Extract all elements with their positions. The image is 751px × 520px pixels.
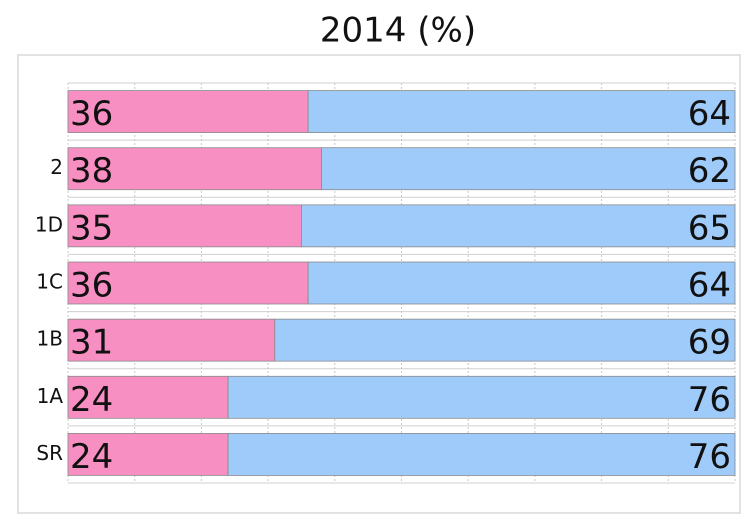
bar-segment (67, 261, 309, 305)
y-tick-label: 2 (50, 155, 63, 179)
y-tick-label: 1C (36, 270, 63, 294)
bar-segment (307, 90, 736, 133)
bar-segment (67, 90, 309, 133)
data-label: 65 (688, 208, 731, 248)
y-tick-label: 1B (37, 327, 63, 351)
bar-segment (307, 261, 736, 305)
bar-segment (301, 204, 736, 248)
data-label: 64 (688, 94, 731, 134)
chart-title: 2014 (%) (320, 11, 476, 51)
data-label: 36 (70, 266, 113, 306)
y-tick-label: 1D (35, 212, 63, 236)
bar-segment (321, 147, 736, 191)
bar-segment (227, 375, 736, 419)
chart-frame (17, 54, 741, 514)
bar-segment (227, 433, 736, 476)
data-label: 64 (688, 266, 731, 306)
bar-segment (67, 318, 276, 362)
data-label: 76 (688, 380, 731, 420)
data-label: 38 (70, 151, 113, 191)
data-label: 62 (688, 151, 731, 191)
data-label: 69 (688, 323, 731, 363)
bar-segment (67, 375, 229, 419)
data-label: 35 (70, 208, 113, 248)
bar-segment (274, 318, 736, 362)
data-label: 36 (70, 94, 113, 134)
data-label: 31 (70, 323, 113, 363)
data-label: 24 (70, 437, 113, 477)
y-tick-label: 1A (37, 384, 64, 408)
data-label: 24 (70, 380, 113, 420)
y-tick-label: SR (36, 441, 63, 465)
bar-segment (67, 433, 229, 476)
data-label: 76 (688, 437, 731, 477)
